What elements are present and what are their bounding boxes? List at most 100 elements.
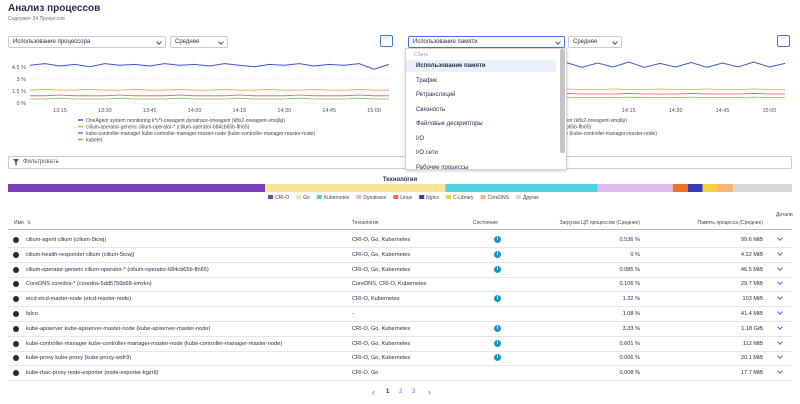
next-page[interactable]: › <box>428 387 431 397</box>
aggregation-select[interactable]: Среднее <box>170 36 228 48</box>
x-tick-label: 14:30 <box>669 108 683 114</box>
process-icon <box>13 370 19 377</box>
legend-label: CoreDNS <box>488 195 510 201</box>
menu-option[interactable]: Файловые дескрипторы <box>416 121 483 127</box>
cpu-value: 0 % <box>630 251 640 258</box>
prev-page[interactable]: ‹ <box>372 387 375 397</box>
chart-title: Технология <box>383 177 418 183</box>
technology: CRI-O, Go, Kubernetes <box>352 237 411 243</box>
technology-chart: Технология CRI-O Go Kubernetes Dynatrace Linu… <box>8 177 792 201</box>
column-header: Детали <box>776 212 793 218</box>
x-tick-label: 15:00 <box>367 108 381 114</box>
expand-button[interactable] <box>777 338 783 345</box>
process-icon <box>13 355 19 362</box>
legend-label: Dynatrace <box>363 195 386 201</box>
table-row: falco - 1.08 % 41.4 MiB <box>8 307 792 322</box>
expand-button[interactable] <box>777 279 783 286</box>
filter-bar[interactable]: Фильтровать <box>8 156 792 169</box>
expand-button[interactable] <box>777 249 783 256</box>
page-link[interactable]: 2 <box>399 389 403 395</box>
process-name: falco <box>26 311 38 317</box>
process-name: CoreDNS coredns-* (coredns-5dd5756b68-xm… <box>26 281 152 288</box>
technology: CRI-O, Go, Kubernetes <box>352 325 411 332</box>
table-row: kube-apiserver kube-apiserver-master-nod… <box>8 322 792 337</box>
menu-option[interactable]: Использование памяти <box>406 60 556 72</box>
more-button[interactable]: ··· <box>777 35 790 47</box>
expand-button[interactable] <box>777 294 783 301</box>
cpu-value: 0.006 % <box>619 355 640 362</box>
bar-segment <box>733 184 792 192</box>
cpu-value: 0.601 % <box>619 340 640 347</box>
metric-select[interactable]: Использование процессора <box>8 36 166 48</box>
table-row: kube-controller-manager kube-controller-… <box>8 337 792 352</box>
legend-swatch <box>445 195 451 199</box>
technology: CRI-O, Go, Kubernetes <box>352 251 411 258</box>
bar-segment <box>717 184 734 192</box>
page-link[interactable]: 1 <box>386 389 390 395</box>
table-row: kube-rbac-proxy node-exporter (node-expo… <box>8 366 792 382</box>
process-icon <box>13 296 19 303</box>
bar-segment <box>672 184 688 192</box>
x-tick-label: 13:45 <box>143 108 157 114</box>
more-button[interactable]: ··· <box>380 35 393 47</box>
page-title: Анализ процессов <box>8 3 101 14</box>
status-icon: i <box>494 265 501 273</box>
menu-option[interactable]: Рабочие процессы <box>416 164 469 170</box>
process-name: kube-rbac-proxy node-exporter (node-expo… <box>26 370 159 377</box>
memory-value: 112 MiB <box>742 340 763 347</box>
table-row: etcd etcd-master-node (etcd-master-node)… <box>8 292 792 308</box>
table-row: cilium-agent cilium (cilium-5tcwj) CRI-O,… <box>8 233 792 248</box>
x-tick-label: 14:30 <box>277 108 291 114</box>
process-name: etcd etcd-master-node (etcd-master-node) <box>26 296 132 303</box>
cpu-value: 0.536 % <box>619 237 640 243</box>
line-series <box>30 97 389 100</box>
bar-segment <box>445 184 598 192</box>
technology: CRI-O, Go, Kubernetes <box>352 340 411 347</box>
expand-button[interactable] <box>777 353 783 360</box>
legend-swatch <box>296 195 302 199</box>
line-series <box>29 63 390 70</box>
x-tick-label: 13:15 <box>53 108 67 114</box>
menu-option[interactable]: Связность <box>416 106 445 113</box>
memory-value: 4.22 MiB <box>740 251 763 258</box>
scrollbar[interactable] <box>560 49 565 153</box>
status-icon: i <box>494 339 501 347</box>
process-icon <box>13 325 19 332</box>
technology: CRI-O, Kubernetes <box>352 296 400 303</box>
x-tick-label: 14:45 <box>322 108 336 114</box>
cpu-chart: 0 % 1.5 % 3 % 4.5 % 13:15 13:30 13:45 14:00 14:1… <box>12 63 390 144</box>
cpu-value: 1.08 % <box>622 311 640 317</box>
sort-icon: ⇅ <box>27 220 32 226</box>
x-tick-label: 14:00 <box>188 108 202 114</box>
bar-segment <box>702 184 718 192</box>
menu-group-label: Сбить <box>414 52 429 58</box>
process-name: cilium-health-responder cilium (cilium-5… <box>26 251 135 258</box>
page-link[interactable]: 3 <box>412 389 416 395</box>
y-tick-label: 0 % <box>17 101 27 107</box>
legend-label: Nginx <box>426 195 439 201</box>
expand-button[interactable] <box>777 323 783 330</box>
status-icon: i <box>494 295 501 303</box>
technology: - <box>352 311 354 317</box>
expand-button[interactable] <box>777 309 783 315</box>
legend-label: kube-controller-manager kube-controller-… <box>86 131 315 137</box>
menu-option[interactable]: Ретрансляций <box>416 92 456 98</box>
metric-select[interactable]: Использование памяти <box>408 36 565 48</box>
expand-button[interactable] <box>777 264 783 271</box>
menu-option[interactable]: I/O сети <box>416 150 438 156</box>
aggregation-select[interactable]: Среднее <box>568 36 622 48</box>
menu-option[interactable]: I/O <box>416 135 425 142</box>
expand-button[interactable] <box>777 368 783 375</box>
menu-option[interactable]: Трафик <box>416 77 437 84</box>
column-header: Имя <box>14 220 24 226</box>
process-name: kube-controller-manager kube-controller-… <box>26 340 283 347</box>
memory-value: 103 MiB <box>742 296 763 303</box>
process-icon <box>13 266 19 273</box>
legend-label: CRI-O <box>275 195 289 201</box>
process-icon <box>13 340 19 347</box>
column-header: Технология <box>352 220 379 226</box>
expand-button[interactable] <box>777 235 783 241</box>
column-header: Загрузка ЦП процессом (Среднее) <box>559 220 640 226</box>
y-tick-label: 4.5 % <box>12 65 26 71</box>
